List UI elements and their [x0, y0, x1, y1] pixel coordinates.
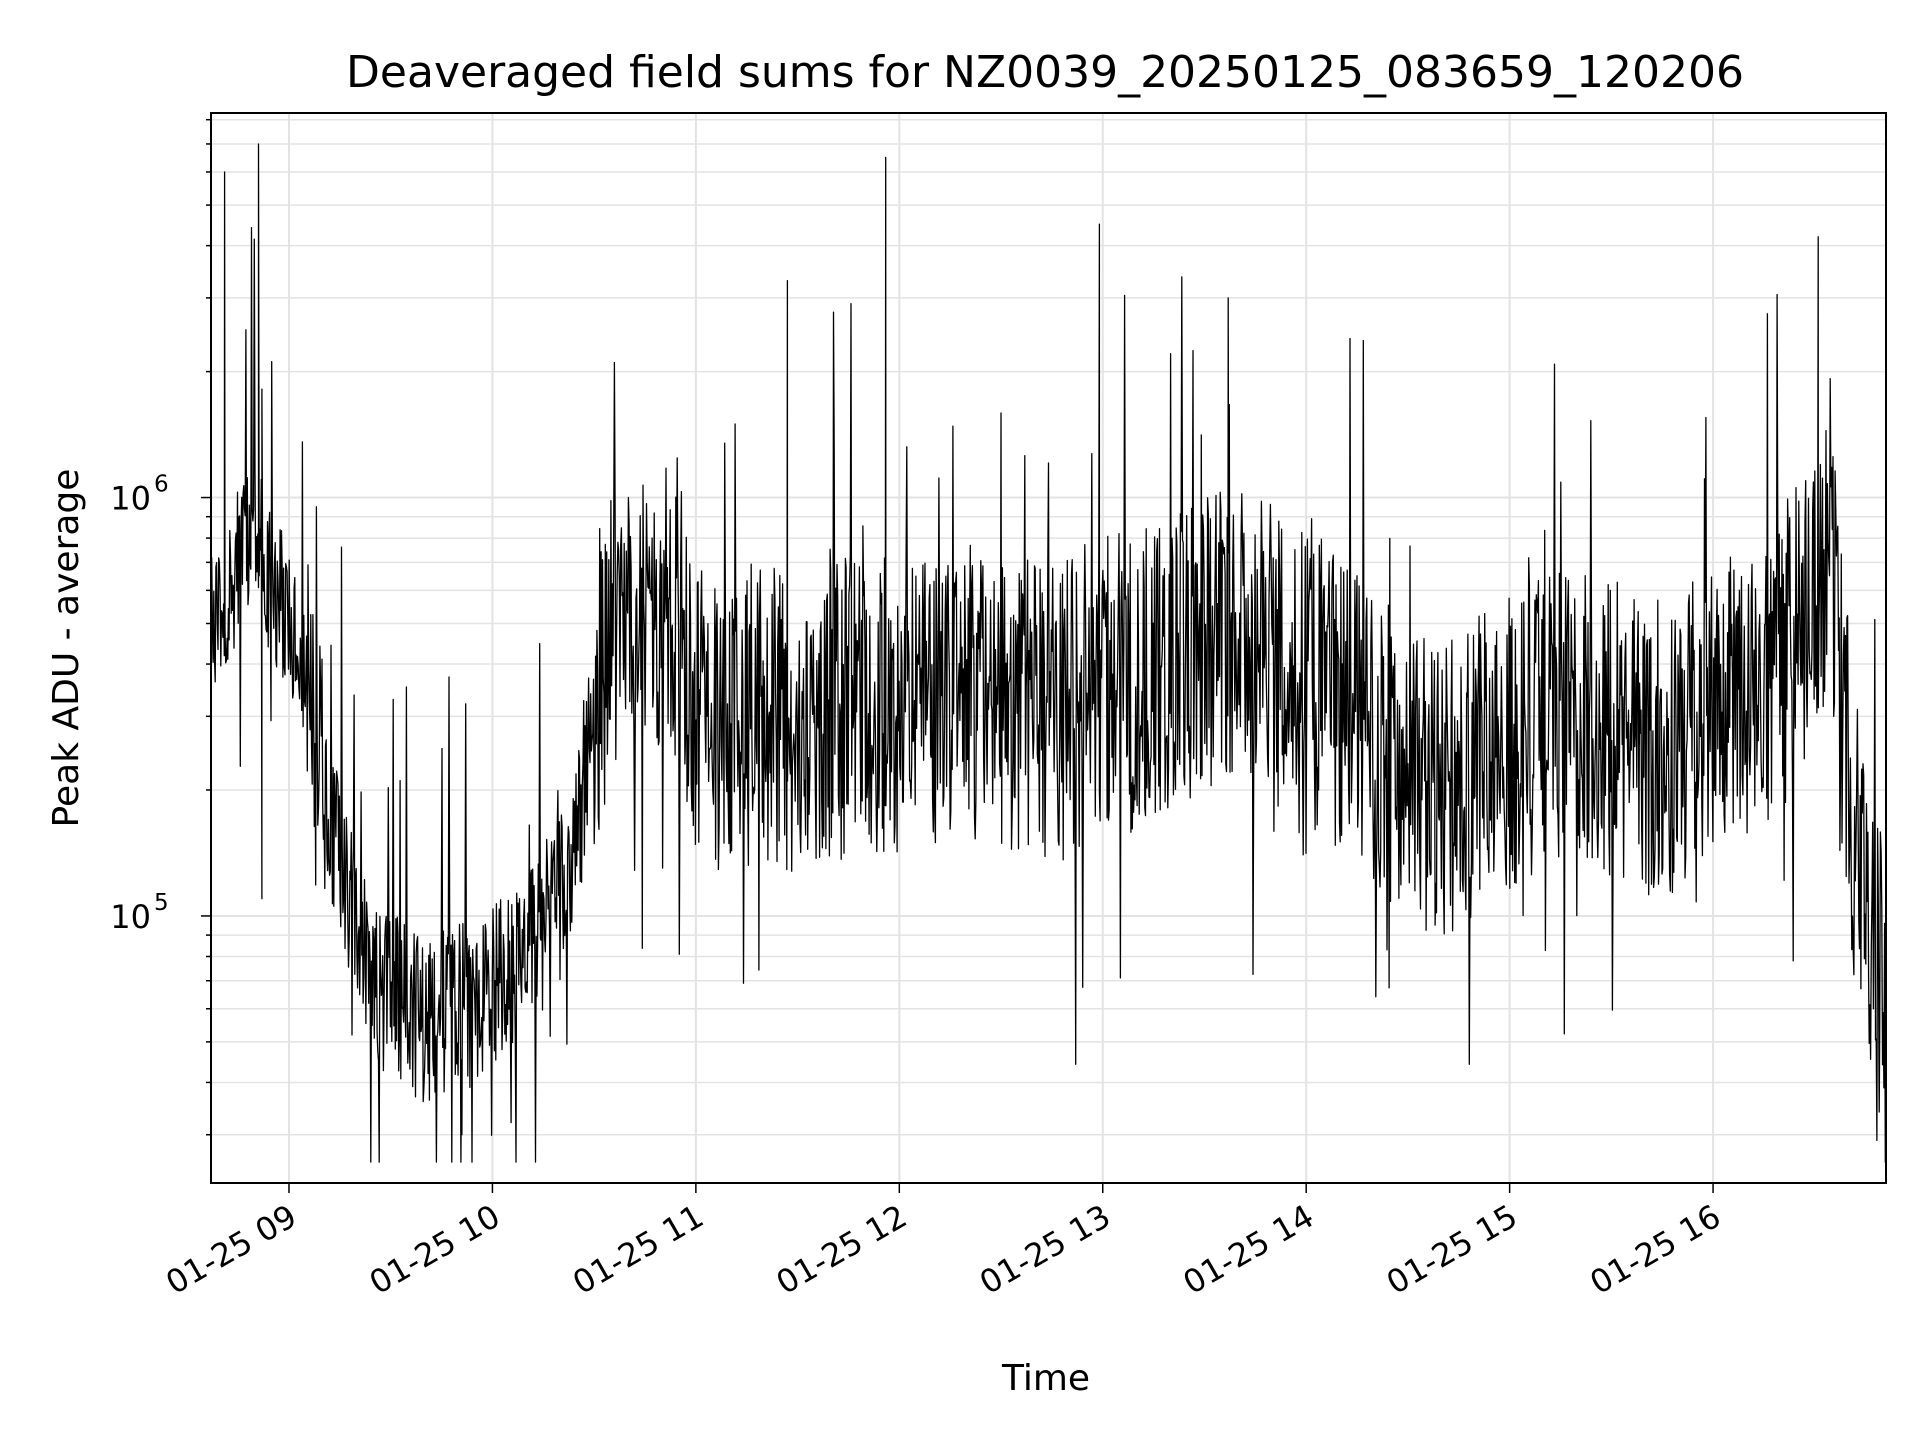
y-axis-label: Peak ADU - average	[46, 469, 87, 828]
x-axis-label: Time	[1001, 1358, 1090, 1399]
x-tick-label: 01-25 13	[973, 1197, 1117, 1302]
y-tick-exponent: 5	[154, 890, 169, 916]
x-axis-ticks: 01-25 09 01-25 10 01-25 11 01-25 12 01-25 13…	[159, 1183, 1727, 1302]
y-tick-label: 10	[110, 480, 151, 518]
x-tick-label: 01-25 11	[566, 1197, 710, 1302]
series-line	[210, 143, 1887, 1163]
x-tick-label: 01-25 12	[770, 1197, 914, 1302]
x-tick-label: 01-25 16	[1583, 1197, 1727, 1302]
y-tick-exponent: 6	[154, 472, 169, 498]
plot-area	[210, 143, 1887, 1163]
chart-title: Deaveraged field sums for NZ0039_2025012…	[346, 47, 1744, 98]
y-tick-label: 10	[110, 898, 151, 936]
x-tick-label: 01-25 14	[1177, 1197, 1321, 1302]
x-tick-label: 01-25 09	[159, 1197, 303, 1302]
x-tick-label: 01-25 15	[1380, 1197, 1524, 1302]
plot-frame	[210, 112, 1887, 1184]
x-tick-label: 01-25 10	[363, 1197, 507, 1302]
